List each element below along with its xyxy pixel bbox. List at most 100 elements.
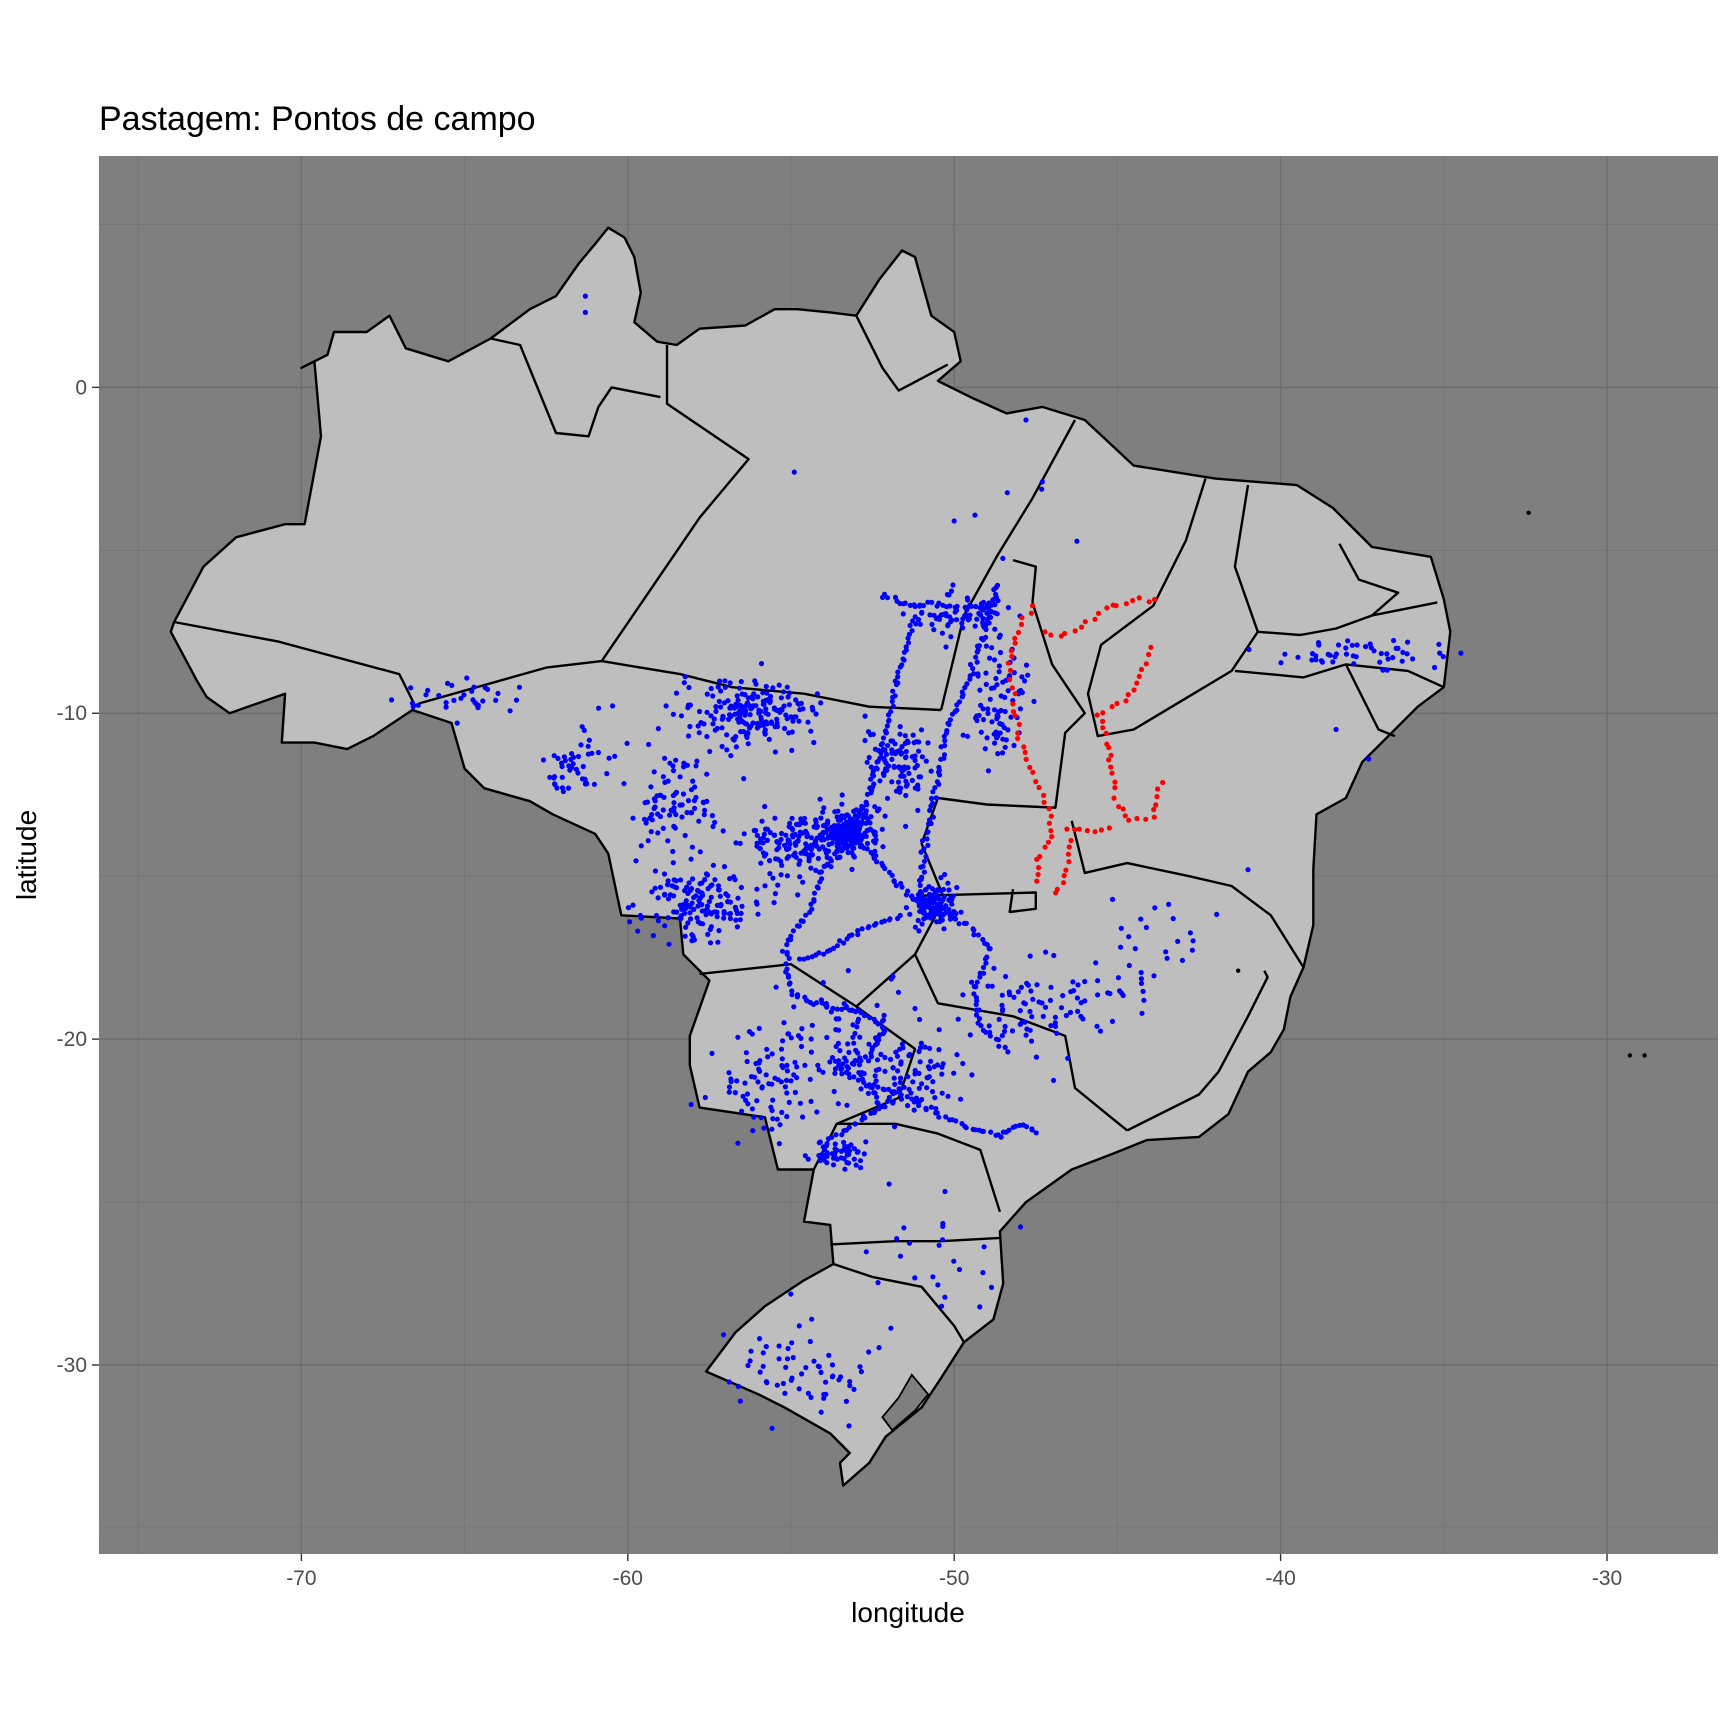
data-point [797,956,803,962]
data-point [1002,1044,1008,1050]
data-point [1126,962,1132,969]
data-point [741,776,747,782]
data-point [1003,973,1009,980]
data-point [906,1053,912,1059]
data-point [762,731,768,737]
data-point [796,1386,802,1392]
data-point [976,1016,983,1022]
data-point [999,1033,1006,1039]
data-point [661,794,667,801]
data-point [1024,980,1030,986]
data-point [1036,784,1042,791]
data-point [1095,610,1102,616]
data-point [759,818,765,824]
data-point [929,621,935,628]
data-point [738,717,744,724]
data-point [930,789,936,795]
data-point [911,740,917,746]
data-point [732,711,738,717]
data-point [910,1079,916,1085]
data-point [389,697,395,703]
data-point [1333,726,1339,733]
data-point [665,882,671,888]
data-point [682,674,688,680]
data-point [694,915,700,921]
data-point [898,1075,904,1081]
data-point [670,848,676,855]
data-point [960,1060,966,1067]
data-point [1028,1038,1035,1044]
data-point [585,743,591,749]
data-point [815,855,822,862]
data-point [1108,764,1114,770]
data-point [1391,637,1397,644]
data-point [685,798,692,804]
data-point [839,1132,845,1138]
data-point [763,851,769,857]
data-point [962,685,968,691]
data-point [960,625,966,631]
data-point [838,1374,844,1380]
data-point [863,1139,869,1145]
data-point [702,807,708,814]
data-point [726,1084,733,1090]
data-point [868,1110,874,1116]
data-point [799,1371,805,1377]
data-point [764,690,770,696]
data-point [657,813,664,820]
data-point [684,809,690,816]
data-point [749,1106,756,1112]
data-point [884,595,891,601]
data-point [1017,1224,1024,1230]
data-point [707,940,714,946]
data-point [829,1362,836,1368]
data-point [991,965,997,971]
data-point [1325,651,1331,658]
data-point [748,1348,754,1354]
data-point [591,781,598,787]
data-point [1111,795,1117,801]
data-point [843,1398,850,1404]
data-point [1024,1026,1030,1032]
data-point [743,733,750,739]
data-point [682,910,688,917]
data-point [739,903,745,909]
data-point [978,1023,984,1029]
data-point [1029,603,1036,609]
data-point [706,898,713,905]
data-point [1109,770,1115,776]
data-point [786,845,792,852]
data-point [888,738,894,744]
data-point [425,687,431,694]
data-point [927,612,933,618]
data-point [883,751,890,757]
data-point [1006,1127,1012,1133]
data-point [943,910,949,916]
data-point [808,1098,814,1104]
data-point [719,743,725,750]
data-point [802,1153,808,1159]
data-point [673,789,680,796]
data-point [938,888,944,894]
data-point [823,1379,829,1385]
data-point [982,746,988,752]
data-point [856,1062,863,1068]
data-point [789,1340,795,1346]
data-point [733,734,739,740]
data-point [758,860,764,866]
data-point [1350,653,1356,659]
data-point [1016,721,1023,728]
data-point [868,1084,874,1090]
data-point [763,706,769,712]
data-point [980,1128,987,1134]
data-point [712,727,718,733]
data-point [709,813,716,819]
data-point [727,899,734,905]
data-point [784,951,790,957]
data-point [1366,756,1372,762]
data-point [928,803,934,809]
data-point [1371,648,1377,654]
data-point [866,1349,872,1355]
data-point [808,1394,814,1400]
data-point [780,1038,786,1044]
